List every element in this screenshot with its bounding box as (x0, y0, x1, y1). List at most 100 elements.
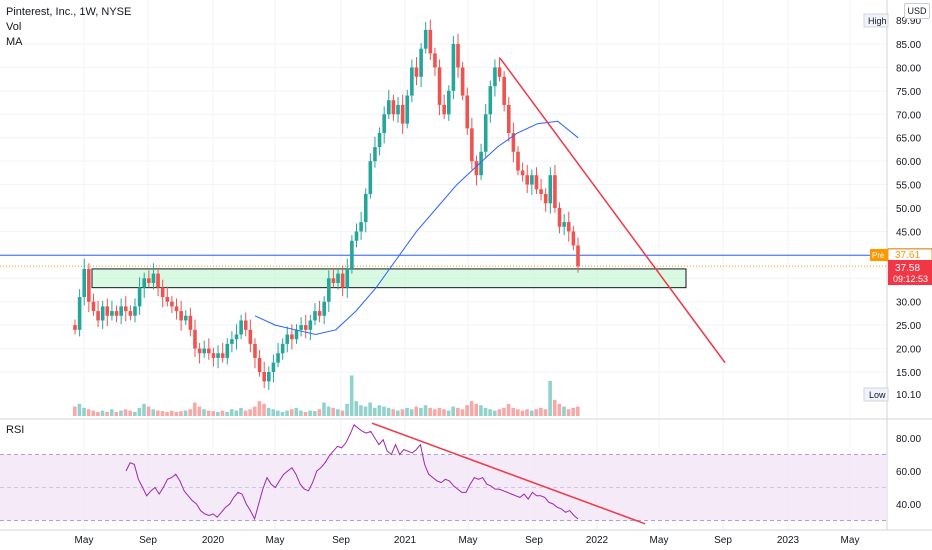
candle-body (110, 311, 114, 316)
candle-body (280, 343, 285, 354)
candle-body (100, 306, 105, 321)
volume-bar (128, 410, 132, 416)
horizontal-price-line[interactable] (0, 254, 887, 267)
volume-bar (516, 409, 520, 416)
rsi-tick-label: 80.00 (896, 434, 921, 445)
volume-bar (169, 410, 174, 416)
price-tick-label: 30.00 (896, 298, 921, 309)
volume-bar (345, 403, 349, 416)
volume-bar (257, 401, 262, 416)
candle-body (354, 231, 359, 241)
volume-bar (465, 405, 469, 416)
prev-close-value: 37.61 (895, 250, 920, 261)
volume-bar (160, 411, 165, 416)
candle-body (414, 67, 419, 77)
candle-body (506, 104, 511, 134)
volume-bar (280, 411, 285, 416)
volume-bar (239, 407, 243, 416)
high-badge (863, 13, 889, 28)
volume-bar (414, 406, 419, 416)
volume-bar (483, 407, 488, 416)
volume-bar (276, 410, 280, 416)
volume-bar (552, 399, 557, 416)
candle-body (313, 311, 317, 321)
candle-body (234, 334, 239, 340)
volume-bar (252, 406, 257, 416)
volume-bar (349, 375, 354, 416)
candle-body (571, 231, 576, 246)
candle-body (322, 301, 326, 316)
candle-body (91, 301, 96, 312)
time-tick-label: 2021 (394, 535, 417, 546)
candle-body (553, 175, 557, 208)
volume-bar (137, 407, 142, 416)
candle-body (285, 334, 290, 344)
candle-body (534, 175, 539, 190)
volume-bar (409, 409, 414, 416)
volume-bar (179, 411, 183, 416)
candle-body (493, 67, 497, 87)
price-tick-label: 50.00 (896, 204, 921, 215)
resistance-trendline[interactable] (499, 57, 726, 364)
candle-body (400, 104, 405, 124)
candle-body (419, 48, 423, 77)
volume-bar (197, 406, 202, 416)
candle-body (165, 297, 170, 302)
candle-body (216, 353, 220, 358)
rsi-indicator-label[interactable]: RSI (6, 424, 25, 436)
candle-body (562, 222, 566, 227)
candle-body (220, 353, 225, 358)
volume-bar (359, 405, 363, 416)
candle-body (327, 278, 331, 302)
time-tick-label: May (75, 535, 94, 546)
symbol-title[interactable]: Pinterest, Inc., 1W, NYSE (6, 6, 132, 18)
volume-bar (562, 406, 566, 416)
candle-body (340, 273, 345, 288)
volume-bar (294, 407, 299, 416)
rsi-trendline (371, 422, 646, 525)
volume-bar (497, 409, 502, 416)
volume-bar (109, 409, 114, 416)
candle-body (239, 320, 243, 335)
time-tick-label: 2023 (777, 535, 800, 546)
volume-bar (188, 409, 192, 416)
ma-indicator-label[interactable]: MA (6, 36, 23, 48)
volume-bar (96, 411, 100, 416)
candle-body (520, 170, 525, 176)
candle-body (105, 306, 110, 316)
volume-bar (289, 409, 294, 416)
candle-body (368, 161, 373, 194)
candle-body (465, 95, 470, 129)
support-zone[interactable] (91, 268, 687, 289)
chart-legend: Pinterest, Inc., 1W, NYSE Vol MA (6, 5, 131, 50)
time-tick-label: 2020 (202, 535, 225, 546)
volume-bar (322, 402, 326, 416)
volume-bar (571, 407, 575, 416)
volume-bar (386, 407, 391, 416)
time-tick-label: May (459, 535, 478, 546)
candle-body (543, 193, 548, 204)
volume-bar (132, 411, 137, 416)
volume-bar (86, 409, 91, 416)
candle-body (197, 348, 202, 354)
volume-bar (229, 409, 234, 416)
candle-body (96, 311, 100, 321)
volume-bar (428, 407, 432, 416)
last-price-value: 37.58 (895, 263, 920, 274)
candle-body (123, 306, 128, 312)
volume-bar (216, 411, 220, 416)
volume-bar (354, 401, 359, 416)
rsi-pane (0, 422, 887, 525)
volume-bar (534, 409, 539, 416)
candle-body (386, 100, 391, 115)
high-label: High (868, 16, 887, 26)
volume-indicator-label[interactable]: Vol (6, 21, 22, 33)
currency-label[interactable]: USD (904, 3, 930, 19)
volume-bar (220, 410, 225, 416)
volume-bar (100, 410, 105, 416)
candle-body (243, 320, 248, 330)
candle-body (428, 29, 433, 54)
volume-bar (192, 402, 197, 416)
candle-body (290, 334, 294, 340)
